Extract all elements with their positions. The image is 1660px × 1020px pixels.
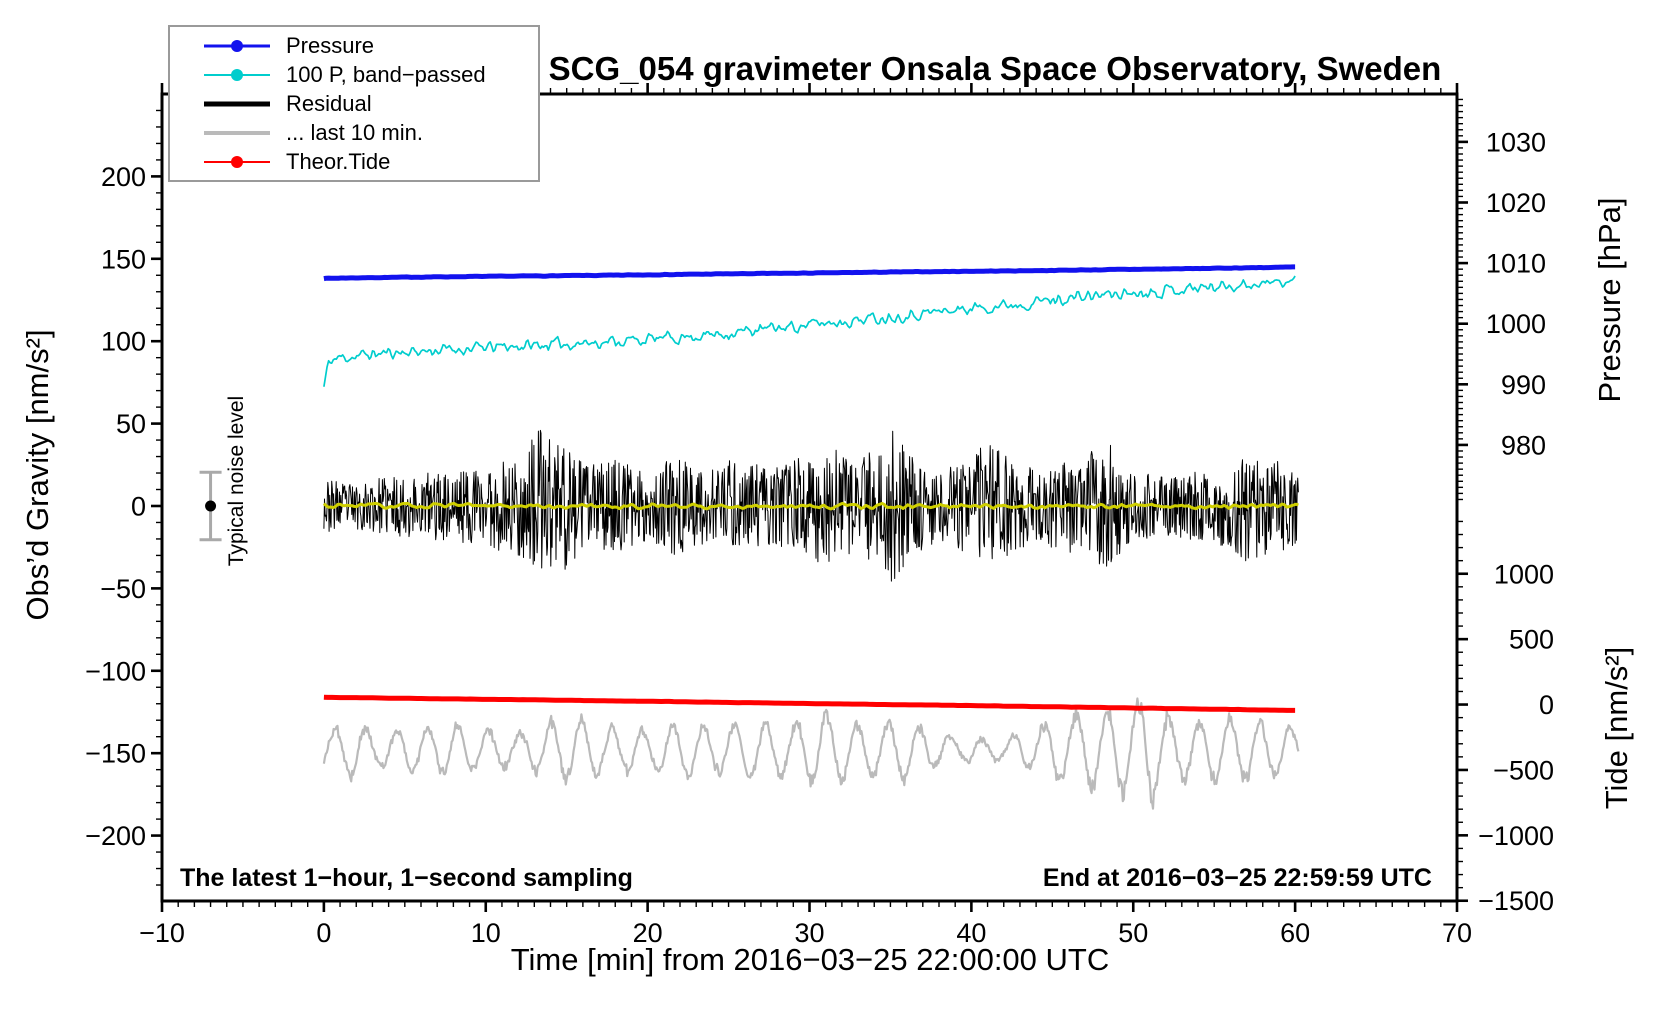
legend-dot-icon bbox=[231, 68, 243, 81]
x-axis-label: Time [min] from 2016−03−25 22:00:00 UTC bbox=[510, 942, 1110, 977]
legend: Pressure 100 P, band−passed Residual ...… bbox=[168, 25, 540, 182]
svg-text:0: 0 bbox=[316, 918, 331, 948]
legend-item-last-10-min: ... last 10 min. bbox=[170, 119, 538, 147]
legend-line-sample bbox=[204, 127, 270, 139]
svg-text:0: 0 bbox=[1539, 690, 1554, 720]
svg-text:60: 60 bbox=[1280, 918, 1310, 948]
svg-text:30: 30 bbox=[794, 918, 824, 948]
legend-line-sample bbox=[204, 155, 270, 168]
svg-text:−500: −500 bbox=[1493, 755, 1554, 785]
svg-text:50: 50 bbox=[1118, 918, 1148, 948]
svg-text:−150: −150 bbox=[85, 739, 146, 769]
y-axis-label-tide: Tide [nm/s²] bbox=[1599, 646, 1634, 810]
y-axis-label-pressure: Pressure [hPa] bbox=[1592, 197, 1627, 403]
svg-text:990: 990 bbox=[1501, 370, 1546, 400]
svg-text:−200: −200 bbox=[85, 821, 146, 851]
legend-item-label: 100 P, band−passed bbox=[286, 61, 486, 87]
legend-line-sample bbox=[204, 98, 270, 110]
legend-item-label: Residual bbox=[286, 90, 372, 116]
svg-text:−10: −10 bbox=[139, 918, 185, 948]
svg-text:100: 100 bbox=[101, 327, 146, 357]
noise-level-label: Typical noise level bbox=[225, 395, 248, 567]
legend-dot-icon bbox=[231, 39, 243, 52]
svg-text:20: 20 bbox=[633, 918, 663, 948]
legend-line-sample bbox=[204, 68, 270, 81]
sampling-annotation: The latest 1−hour, 1−second sampling bbox=[180, 864, 633, 892]
svg-text:10: 10 bbox=[471, 918, 501, 948]
svg-text:1020: 1020 bbox=[1486, 188, 1546, 218]
svg-text:1010: 1010 bbox=[1486, 249, 1546, 279]
y-axis-label-gravity: Obs’d Gravity [nm/s²] bbox=[20, 329, 55, 621]
svg-text:−100: −100 bbox=[85, 656, 146, 686]
legend-dot-icon bbox=[231, 155, 243, 168]
svg-text:500: 500 bbox=[1509, 625, 1554, 655]
svg-text:0: 0 bbox=[131, 491, 146, 521]
legend-item-band-passed: 100 P, band−passed bbox=[170, 61, 538, 89]
legend-item-label: ... last 10 min. bbox=[286, 119, 423, 145]
legend-item-label: Pressure bbox=[286, 32, 375, 58]
legend-item-pressure: Pressure bbox=[170, 32, 538, 60]
legend-item-theor-tide: Theor.Tide bbox=[170, 148, 538, 176]
svg-text:1000: 1000 bbox=[1494, 559, 1554, 589]
svg-text:1030: 1030 bbox=[1486, 127, 1546, 157]
svg-text:−1500: −1500 bbox=[1478, 886, 1554, 916]
svg-text:50: 50 bbox=[116, 409, 146, 439]
svg-text:1000: 1000 bbox=[1486, 309, 1546, 339]
legend-item-residual: Residual bbox=[170, 90, 538, 118]
svg-text:980: 980 bbox=[1501, 430, 1546, 460]
svg-text:70: 70 bbox=[1442, 918, 1472, 948]
chart-title: SCG_054 gravimeter Onsala Space Observat… bbox=[548, 50, 1442, 87]
svg-text:150: 150 bbox=[101, 244, 146, 274]
svg-text:40: 40 bbox=[956, 918, 986, 948]
legend-line-sample bbox=[204, 39, 270, 52]
svg-text:200: 200 bbox=[101, 162, 146, 192]
svg-text:−50: −50 bbox=[100, 574, 146, 604]
end-time-annotation: End at 2016−03−25 22:59:59 UTC bbox=[1042, 864, 1432, 892]
legend-item-label: Theor.Tide bbox=[286, 148, 391, 174]
svg-text:−1000: −1000 bbox=[1478, 821, 1554, 851]
